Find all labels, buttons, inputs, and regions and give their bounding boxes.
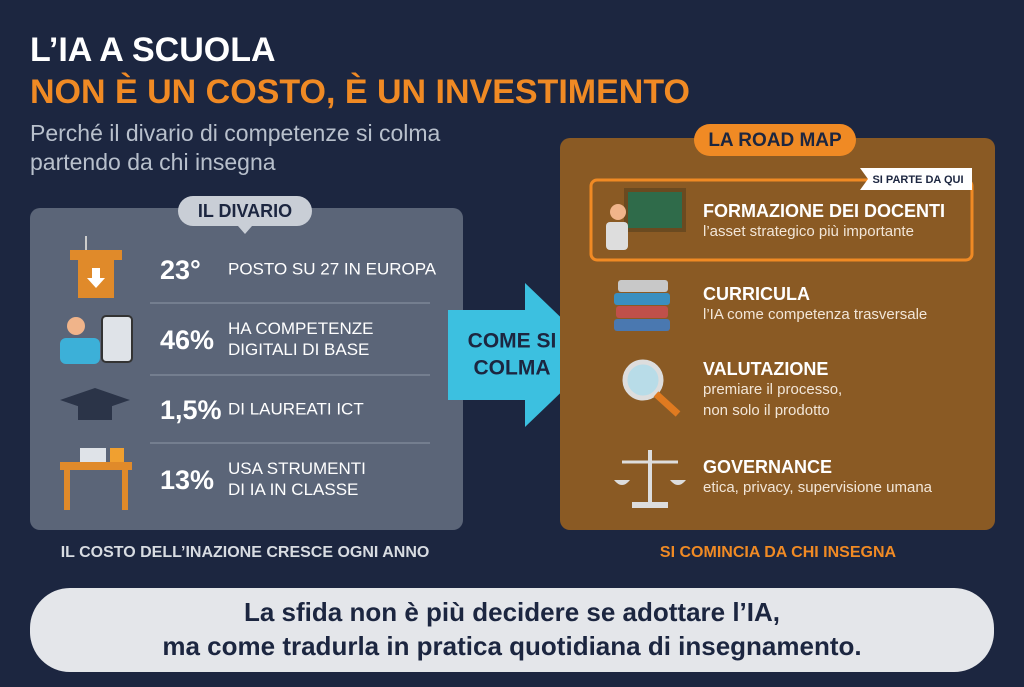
subtitle: partendo da chi insegna [30, 149, 276, 175]
arrow-text: COME SI [468, 330, 557, 353]
divario-text: DI LAUREATI ICT [228, 399, 364, 418]
roadmap-desc: etica, privacy, supervisione umana [703, 479, 933, 496]
roadmap-desc: non solo il prodotto [703, 402, 830, 419]
roadmap-desc: l’IA come competenza trasversale [703, 306, 927, 323]
roadmap-label: LA ROAD MAP [708, 130, 842, 151]
graduation-icon [60, 388, 130, 420]
divario-text: USA STRUMENTI [228, 459, 366, 478]
divario-panel [30, 208, 463, 530]
conclusion-line: La sfida non è più decidere se adottare … [244, 597, 780, 627]
roadmap-panel [560, 138, 995, 530]
roadmap-title: VALUTAZIONE [703, 359, 828, 379]
roadmap-desc: l’asset strategico più importante [703, 223, 914, 240]
roadmap-pill [694, 124, 856, 156]
teacher-icon [606, 188, 686, 250]
divario-text: HA COMPETENZE [228, 319, 373, 338]
divario-pill [178, 196, 312, 226]
desk-icon [60, 448, 132, 510]
divario-figure: 23° [160, 255, 201, 285]
roadmap-title: GOVERNANCE [703, 457, 832, 477]
badge-text: SI PARTE DA QUI [872, 174, 963, 186]
divario-text: DI IA IN CLASSE [228, 480, 358, 499]
arrow-text: COLMA [474, 357, 551, 380]
books-icon [614, 280, 670, 331]
highlight-box [589, 178, 974, 262]
roadmap-title: FORMAZIONE DEI DOCENTI [703, 201, 945, 221]
divario-label: IL DIVARIO [198, 201, 292, 221]
divario-text: POSTO SU 27 IN EUROPA [228, 259, 437, 278]
divario-figure: 1,5% [160, 395, 222, 425]
roadmap-title: CURRICULA [703, 284, 810, 304]
title-line1: L’IA A SCUOLA [30, 31, 276, 69]
divario-figure: 13% [160, 465, 214, 495]
conclusion-box [30, 588, 994, 672]
subtitle: Perché il divario di competenze si colma [30, 120, 441, 146]
title-line2: NON È UN COSTO, È UN INVESTIMENTO [30, 73, 690, 111]
divario-figure: 46% [160, 325, 214, 355]
pill-pointer [238, 226, 252, 234]
tablet-icon [60, 315, 133, 364]
roadmap-desc: premiare il processo, [703, 381, 842, 398]
badge [860, 168, 972, 190]
magnifier-icon [622, 359, 681, 417]
conclusion-line: ma come tradurla in pratica quotidiana d… [162, 631, 861, 661]
scales-icon [614, 450, 686, 508]
divario-text: DIGITALI DI BASE [228, 340, 369, 359]
divario-footer: IL COSTO DELL’INAZIONE CRESCE OGNI ANNO [61, 544, 430, 561]
podium-icon [70, 236, 122, 298]
roadmap-footer: SI COMINCIA DA CHI INSEGNA [660, 544, 897, 561]
